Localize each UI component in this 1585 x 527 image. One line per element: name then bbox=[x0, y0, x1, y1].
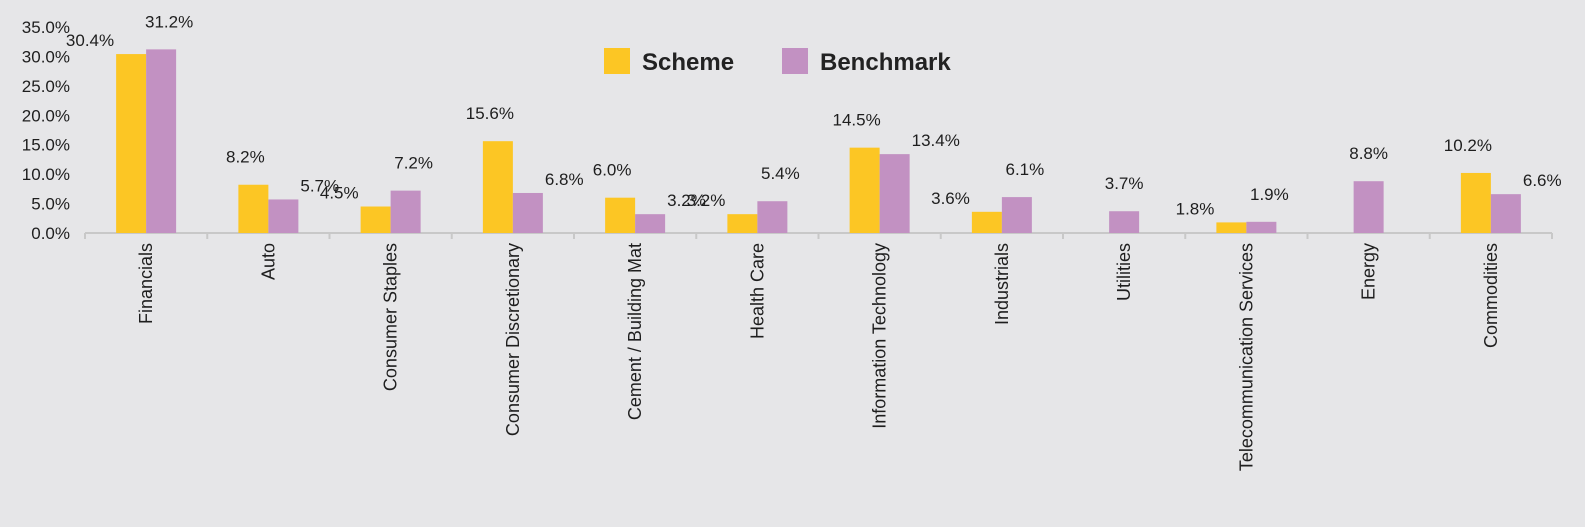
bar-scheme bbox=[849, 147, 880, 233]
category-label: Auto bbox=[258, 243, 278, 280]
bar-scheme bbox=[360, 206, 391, 233]
category-labels: Financials Auto Consumer Staples Consumer D… bbox=[136, 243, 1501, 471]
data-label-scheme: 8.2% bbox=[226, 148, 265, 167]
bar-scheme bbox=[482, 141, 513, 233]
data-label-benchmark: 1.9% bbox=[1250, 185, 1289, 204]
bar-scheme bbox=[238, 184, 269, 233]
y-tick-label: 20.0% bbox=[22, 106, 70, 125]
x-axis bbox=[84, 232, 1553, 239]
legend-label-scheme: Scheme bbox=[642, 49, 734, 76]
data-label-benchmark: 13.4% bbox=[912, 131, 960, 150]
y-tick-label: 30.0% bbox=[22, 47, 70, 66]
category-label: Consumer Staples bbox=[381, 243, 401, 391]
y-tick-label: 0.0% bbox=[31, 224, 70, 243]
legend-label-benchmark: Benchmark bbox=[820, 49, 951, 76]
bar-scheme bbox=[971, 211, 1002, 233]
data-label-benchmark: 6.1% bbox=[1006, 160, 1045, 179]
data-label-scheme: 14.5% bbox=[833, 111, 881, 130]
y-tick-label: 35.0% bbox=[22, 18, 70, 37]
category-label: Cement / Building Mat bbox=[625, 243, 645, 420]
data-label-benchmark: 6.8% bbox=[545, 170, 584, 189]
data-label-benchmark: 31.2% bbox=[145, 12, 193, 31]
bar-scheme bbox=[1216, 222, 1247, 233]
bar-scheme bbox=[1460, 172, 1491, 233]
y-tick-label: 10.0% bbox=[22, 165, 70, 184]
bar-scheme bbox=[727, 214, 758, 233]
category-label: Utilities bbox=[1114, 243, 1134, 301]
data-label-scheme: 3.6% bbox=[931, 189, 970, 208]
bar-benchmark bbox=[1353, 181, 1384, 233]
bar-group bbox=[116, 49, 1521, 234]
data-label-scheme: 6.0% bbox=[593, 161, 632, 180]
y-tick-label: 15.0% bbox=[22, 136, 70, 155]
data-label-scheme: 10.2% bbox=[1444, 136, 1492, 155]
category-label: Telecommunication Services bbox=[1236, 243, 1256, 471]
bar-benchmark bbox=[635, 214, 666, 233]
category-label: Financials bbox=[136, 243, 156, 324]
legend: Scheme Benchmark bbox=[604, 48, 951, 76]
y-tick-label: 25.0% bbox=[22, 77, 70, 96]
data-label-scheme: 3.2% bbox=[687, 191, 726, 210]
bar-benchmark bbox=[146, 49, 177, 233]
data-label-benchmark: 3.2% bbox=[667, 191, 706, 210]
category-label: Information Technology bbox=[870, 243, 890, 429]
data-labels: 30.4% 31.2% 8.2% 5.7%4.5% 7.2% 15.6% 6.8% 6.0% 3… bbox=[66, 12, 1562, 218]
data-label-scheme: 4.5% bbox=[320, 184, 359, 203]
bar-benchmark bbox=[512, 192, 543, 233]
category-label: Health Care bbox=[747, 243, 767, 339]
bar-benchmark bbox=[1490, 194, 1521, 233]
data-label-benchmark: 8.8% bbox=[1349, 144, 1388, 163]
legend-swatch-scheme bbox=[604, 48, 630, 74]
category-label: Consumer Discretionary bbox=[503, 243, 523, 436]
data-label-benchmark: 5.4% bbox=[761, 164, 800, 183]
bar-benchmark bbox=[1109, 211, 1140, 233]
bar-scheme bbox=[116, 54, 147, 234]
bar-benchmark bbox=[879, 154, 910, 233]
data-label-benchmark: 7.2% bbox=[394, 154, 433, 173]
data-label-benchmark: 5.7% bbox=[300, 176, 339, 195]
data-label-scheme: 1.8% bbox=[1176, 199, 1215, 218]
data-label-benchmark: 6.6% bbox=[1523, 171, 1562, 190]
data-label-scheme: 30.4% bbox=[66, 31, 114, 50]
bar-benchmark bbox=[757, 201, 788, 233]
category-label: Commodities bbox=[1481, 243, 1501, 348]
bar-scheme bbox=[605, 197, 636, 233]
bar-benchmark bbox=[1246, 221, 1277, 233]
data-label-scheme: 15.6% bbox=[466, 104, 514, 123]
bar-benchmark bbox=[390, 190, 421, 233]
y-axis: 0.0% 5.0% 10.0% 15.0% 20.0% 25.0% 30.0% 35.0% bbox=[22, 18, 70, 243]
bar-benchmark bbox=[268, 199, 299, 233]
legend-swatch-benchmark bbox=[782, 48, 808, 74]
bar-benchmark bbox=[1001, 197, 1032, 233]
category-label: Energy bbox=[1359, 243, 1379, 300]
category-label: Industrials bbox=[992, 243, 1012, 325]
data-label-benchmark: 3.7% bbox=[1105, 174, 1144, 193]
y-tick-label: 5.0% bbox=[31, 195, 70, 214]
